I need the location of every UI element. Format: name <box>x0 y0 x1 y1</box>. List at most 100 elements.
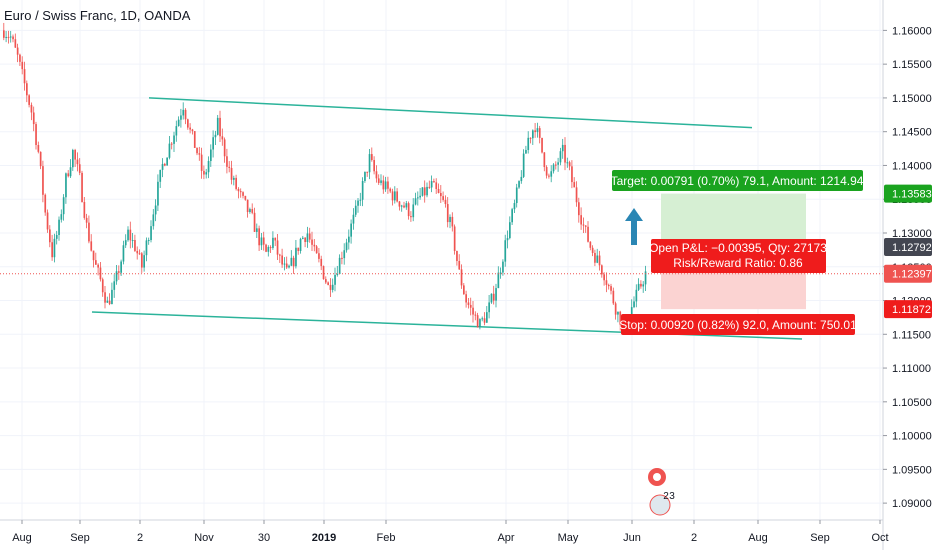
candle-body <box>44 194 47 213</box>
candle-body <box>258 228 260 246</box>
candle-body <box>265 244 267 252</box>
candle-body <box>21 61 24 70</box>
candle-body <box>644 271 647 285</box>
candle-body <box>196 147 198 154</box>
candle-body <box>357 200 359 206</box>
candle-body <box>421 187 424 196</box>
candle-body <box>359 199 362 201</box>
candle-body <box>154 205 157 215</box>
candle-body <box>74 149 76 160</box>
candle-body <box>371 154 373 161</box>
candle-body <box>603 274 605 281</box>
candle-body <box>216 117 219 135</box>
price-tick-label: 1.11000 <box>892 363 931 375</box>
event-count-label: 2 <box>663 491 669 502</box>
candle-body <box>476 315 479 328</box>
time-tick-label: 30 <box>258 532 270 544</box>
candle-body <box>177 119 180 127</box>
candle-body <box>373 160 375 172</box>
candle-body <box>465 294 467 303</box>
candle-body <box>522 153 525 177</box>
candle-body <box>334 274 336 285</box>
channel-upper-line[interactable] <box>148 97 753 129</box>
candle-body <box>458 261 461 270</box>
candle-body <box>320 258 323 267</box>
candle-body <box>288 265 290 268</box>
candle-body <box>16 47 19 55</box>
candle-body <box>502 261 504 273</box>
target-label: Target: 0.00791 (0.70%) 79.1, Amount: 12… <box>611 174 864 188</box>
candle-body <box>32 112 35 125</box>
candle-body <box>538 128 541 138</box>
candle-body <box>67 173 70 177</box>
candle-body <box>14 39 17 48</box>
candle-body <box>26 83 28 96</box>
candle-body <box>637 283 640 290</box>
candle-body <box>285 263 288 268</box>
candle-body <box>60 214 63 220</box>
candle-body <box>444 199 447 205</box>
candle-body <box>559 151 562 163</box>
candle-body <box>262 237 265 245</box>
candle-body <box>612 290 615 304</box>
price-tick-label: 1.14000 <box>892 160 932 172</box>
candle-body <box>19 54 21 62</box>
price-flag-label: 1.13583 <box>892 189 932 201</box>
candle-body <box>164 163 166 166</box>
price-flag-label: 1.11872 <box>892 304 931 316</box>
candle-body <box>7 36 10 38</box>
candle-body <box>168 143 171 158</box>
candle-body <box>483 318 486 323</box>
earnings-marker-icon[interactable] <box>649 494 671 516</box>
symbol-title: Euro / Swiss Franc, 1D, OANDA <box>4 8 191 23</box>
candle-body <box>398 201 401 207</box>
candle-body <box>65 173 67 198</box>
candle-body <box>150 226 152 241</box>
time-tick-label: Apr <box>497 532 514 544</box>
candle-body <box>191 129 194 132</box>
candle-body <box>81 172 83 202</box>
price-flag <box>884 300 932 319</box>
candle-body <box>230 167 233 180</box>
candle-body <box>366 171 369 173</box>
candle-body <box>541 137 543 153</box>
candle-body <box>147 240 150 242</box>
candle-body <box>486 312 488 323</box>
candle-body <box>173 135 175 144</box>
candle-body <box>490 293 493 303</box>
price-tick-label: 1.10500 <box>892 397 932 409</box>
candle-body <box>237 188 240 192</box>
candle-body <box>138 253 141 255</box>
candle-body <box>249 209 251 213</box>
candle-body <box>331 284 334 290</box>
candle-body <box>391 191 394 201</box>
candle-body <box>446 204 449 223</box>
candle-body <box>513 203 516 210</box>
candle-body <box>548 175 550 177</box>
candle-body <box>525 150 527 154</box>
candle-body <box>605 280 608 285</box>
candle-body <box>49 229 51 243</box>
candle-body <box>292 257 295 267</box>
candle-body <box>591 247 594 253</box>
event-count-label: 3 <box>669 491 675 502</box>
candle-body <box>467 302 470 305</box>
candle-body <box>187 119 189 128</box>
candle-body <box>552 164 555 172</box>
candle-body <box>46 212 49 230</box>
candle-body <box>212 137 214 150</box>
candle-body <box>582 224 585 226</box>
candle-body <box>619 311 622 325</box>
pnl-label: Open P&L: −0.00395, Qty: 27173 <box>649 241 827 255</box>
candle-body <box>111 289 113 305</box>
candle-body <box>598 255 601 266</box>
candle-body <box>295 247 297 267</box>
candle-body <box>269 247 272 249</box>
time-tick-label: Oct <box>871 532 888 544</box>
candle-body <box>433 181 435 183</box>
price-tick-label: 1.15500 <box>892 59 932 71</box>
candle-body <box>407 203 410 217</box>
candle-body <box>419 195 421 198</box>
